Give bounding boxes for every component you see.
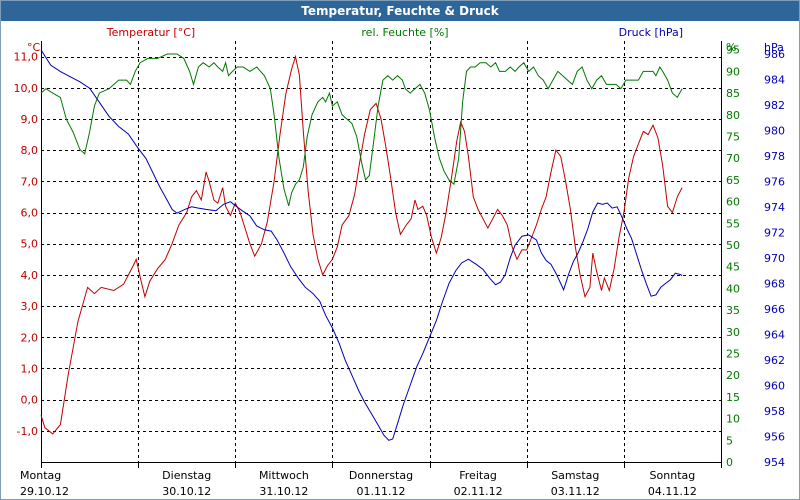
x-tick-day: Mittwoch — [259, 469, 309, 482]
pressure-tick-label: 978 — [764, 150, 785, 163]
x-tick-day: Samstag — [551, 469, 599, 482]
x-tick-date: 01.11.12 — [357, 485, 406, 498]
temperature-tick-label: 8,0 — [21, 144, 39, 157]
axes — [41, 41, 722, 468]
series-lines — [40, 49, 683, 441]
pressure-tick-label: 986 — [764, 48, 785, 61]
x-tick-date: 29.10.12 — [20, 485, 69, 498]
x-tick-day: Montag — [20, 469, 61, 482]
x-tick-date: 02.11.12 — [454, 485, 503, 498]
humidity-tick-label: 0 — [726, 456, 733, 469]
humidity-tick-label: 90 — [726, 65, 740, 78]
pressure-unit: hPa — [764, 41, 784, 54]
pressure-tick-label: 976 — [764, 175, 785, 188]
humidity-tick-label: 25 — [726, 348, 740, 361]
pressure-tick-label: 980 — [764, 124, 785, 137]
pressure-tick-label: 962 — [764, 354, 785, 367]
pressure-tick-label: 954 — [764, 456, 785, 469]
humidity-tick-label: 85 — [726, 87, 740, 100]
pressure-tick-label: 964 — [764, 328, 785, 341]
pressure-tick-label: 960 — [764, 380, 785, 393]
x-tick-date: 04.11.12 — [648, 485, 697, 498]
humidity-tick-label: 35 — [726, 304, 740, 317]
humidity-unit: % — [726, 41, 736, 54]
temperature-tick-label: 1,0 — [21, 362, 39, 375]
temperature-tick-label: 6,0 — [21, 207, 39, 220]
series-line-humidity — [40, 53, 683, 207]
pressure-axis-label: Druck [hPa] — [619, 26, 683, 39]
humidity-tick-label: 10 — [726, 413, 740, 426]
x-tick-date: 31.10.12 — [259, 485, 308, 498]
temperature-tick-label: 9,0 — [21, 113, 39, 126]
x-tick-day: Donnerstag — [349, 469, 413, 482]
temperature-tick-label: 0,0 — [21, 394, 39, 407]
humidity-tick-label: 30 — [726, 326, 740, 339]
tick-labels: Temperatur [°C] rel. Feuchte [%] Druck [hP… — [14, 26, 786, 498]
x-tick-day: Freitag — [459, 469, 497, 482]
pressure-tick-label: 968 — [764, 277, 785, 290]
temperature-tick-label: 7,0 — [21, 175, 39, 188]
humidity-tick-label: 40 — [726, 282, 740, 295]
x-tick-day: Dienstag — [162, 469, 211, 482]
humidity-axis-label: rel. Feuchte [%] — [361, 26, 448, 39]
temperature-tick-label: 11,0 — [14, 51, 39, 64]
title-bar: Temperatur, Feuchte & Druck — [1, 1, 799, 21]
x-tick-day: Sonntag — [650, 469, 696, 482]
series-line-pressure — [40, 49, 683, 441]
pressure-tick-label: 966 — [764, 303, 785, 316]
temperature-axis-label: Temperatur [°C] — [106, 26, 195, 39]
pressure-tick-label: 970 — [764, 252, 785, 265]
humidity-tick-label: 80 — [726, 109, 740, 122]
pressure-tick-label: 974 — [764, 201, 785, 214]
series-line-temperature — [40, 54, 683, 435]
pressure-tick-label: 972 — [764, 226, 785, 239]
humidity-tick-label: 75 — [726, 131, 740, 144]
pressure-tick-label: 984 — [764, 73, 785, 86]
x-tick-date: 30.10.12 — [162, 485, 211, 498]
humidity-tick-label: 15 — [726, 391, 740, 404]
humidity-tick-label: 65 — [726, 174, 740, 187]
humidity-tick-label: 20 — [726, 369, 740, 382]
humidity-tick-label: 60 — [726, 196, 740, 209]
temperature-tick-label: 2,0 — [21, 331, 39, 344]
humidity-tick-label: 45 — [726, 261, 740, 274]
temperature-tick-label: -1,0 — [17, 425, 38, 438]
humidity-tick-label: 70 — [726, 152, 740, 165]
humidity-tick-label: 95 — [726, 44, 740, 57]
temperature-unit: °C — [27, 41, 41, 54]
chart-title: Temperatur, Feuchte & Druck — [301, 4, 499, 18]
pressure-tick-label: 982 — [764, 99, 785, 112]
temperature-tick-label: 4,0 — [21, 269, 39, 282]
pressure-tick-label: 956 — [764, 431, 785, 444]
humidity-tick-label: 55 — [726, 217, 740, 230]
humidity-tick-label: 50 — [726, 239, 740, 252]
x-tick-date: 03.11.12 — [551, 485, 600, 498]
grid — [41, 41, 721, 462]
temperature-tick-label: 10,0 — [14, 82, 39, 95]
humidity-tick-label: 5 — [726, 434, 733, 447]
temperature-tick-label: 3,0 — [21, 300, 39, 313]
pressure-tick-label: 958 — [764, 405, 785, 418]
temperature-tick-label: 5,0 — [21, 238, 39, 251]
